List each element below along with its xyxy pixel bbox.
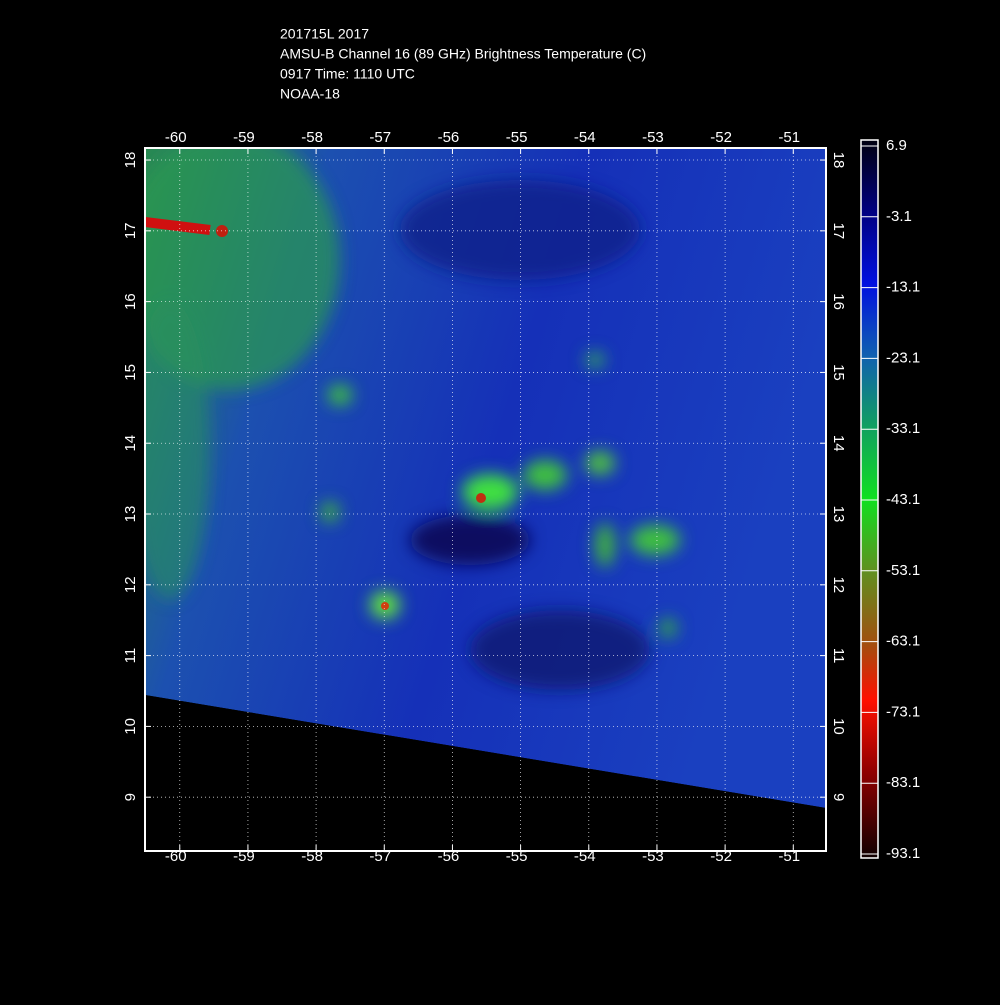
y-tick-label: 9 bbox=[122, 793, 139, 801]
x-tick-label: -57 bbox=[369, 129, 391, 146]
plot-frame bbox=[144, 147, 827, 852]
x-tick-label: -54 bbox=[574, 848, 596, 865]
colorbar-label: -13.1 bbox=[886, 279, 920, 296]
x-tick-label: -54 bbox=[574, 129, 596, 146]
x-tick-label: -60 bbox=[165, 129, 187, 146]
colorbar-label: 6.9 bbox=[886, 137, 907, 154]
y-tick-label: 12 bbox=[830, 576, 847, 593]
x-tick-label: -52 bbox=[710, 848, 732, 865]
colorbar bbox=[860, 139, 879, 859]
y-tick-label: 10 bbox=[830, 718, 847, 735]
title-line: 201715L 2017 bbox=[280, 26, 369, 42]
x-tick-label: -56 bbox=[438, 848, 460, 865]
y-tick-label: 15 bbox=[830, 364, 847, 381]
y-tick-label: 18 bbox=[122, 152, 139, 169]
colorbar-label: -83.1 bbox=[886, 774, 920, 791]
x-tick-label: -51 bbox=[778, 129, 800, 146]
colorbar-label: -33.1 bbox=[886, 420, 920, 437]
x-tick-label: -58 bbox=[301, 848, 323, 865]
y-tick-label: 15 bbox=[122, 364, 139, 381]
y-tick-label: 16 bbox=[122, 293, 139, 310]
y-tick-label: 13 bbox=[830, 506, 847, 523]
x-tick-label: -60 bbox=[165, 848, 187, 865]
x-tick-label: -55 bbox=[506, 129, 528, 146]
y-tick-label: 14 bbox=[122, 435, 139, 452]
x-tick-label: -55 bbox=[506, 848, 528, 865]
colorbar-label: -93.1 bbox=[886, 845, 920, 862]
y-tick-label: 9 bbox=[830, 793, 847, 801]
y-tick-label: 12 bbox=[122, 576, 139, 593]
colorbar-label: -63.1 bbox=[886, 633, 920, 650]
colorbar-label: -73.1 bbox=[886, 703, 920, 720]
title-line: NOAA-18 bbox=[280, 86, 340, 102]
x-tick-label: -59 bbox=[233, 848, 255, 865]
x-tick-label: -58 bbox=[301, 129, 323, 146]
x-tick-label: -52 bbox=[710, 129, 732, 146]
y-tick-label: 11 bbox=[830, 648, 847, 664]
colorbar-label: -23.1 bbox=[886, 349, 920, 366]
x-tick-label: -57 bbox=[369, 848, 391, 865]
colorbar-label: -3.1 bbox=[886, 208, 912, 225]
y-tick-label: 18 bbox=[830, 152, 847, 169]
colorbar-label: -53.1 bbox=[886, 562, 920, 579]
y-tick-label: 17 bbox=[830, 222, 847, 239]
y-tick-label: 14 bbox=[830, 435, 847, 452]
x-tick-label: -53 bbox=[642, 848, 664, 865]
brightness-field bbox=[145, 148, 826, 808]
y-tick-label: 11 bbox=[122, 648, 139, 664]
title-line: AMSU-B Channel 16 (89 GHz) Brightness Te… bbox=[280, 46, 646, 62]
x-tick-label: -59 bbox=[233, 129, 255, 146]
y-tick-label: 17 bbox=[122, 222, 139, 239]
x-tick-label: -53 bbox=[642, 129, 664, 146]
y-tick-label: 10 bbox=[122, 718, 139, 735]
title-line: 0917 Time: 1110 UTC bbox=[280, 66, 415, 82]
x-tick-label: -51 bbox=[778, 848, 800, 865]
y-tick-label: 13 bbox=[122, 506, 139, 523]
colorbar-label: -43.1 bbox=[886, 491, 920, 508]
x-tick-label: -56 bbox=[438, 129, 460, 146]
y-tick-label: 16 bbox=[830, 293, 847, 310]
